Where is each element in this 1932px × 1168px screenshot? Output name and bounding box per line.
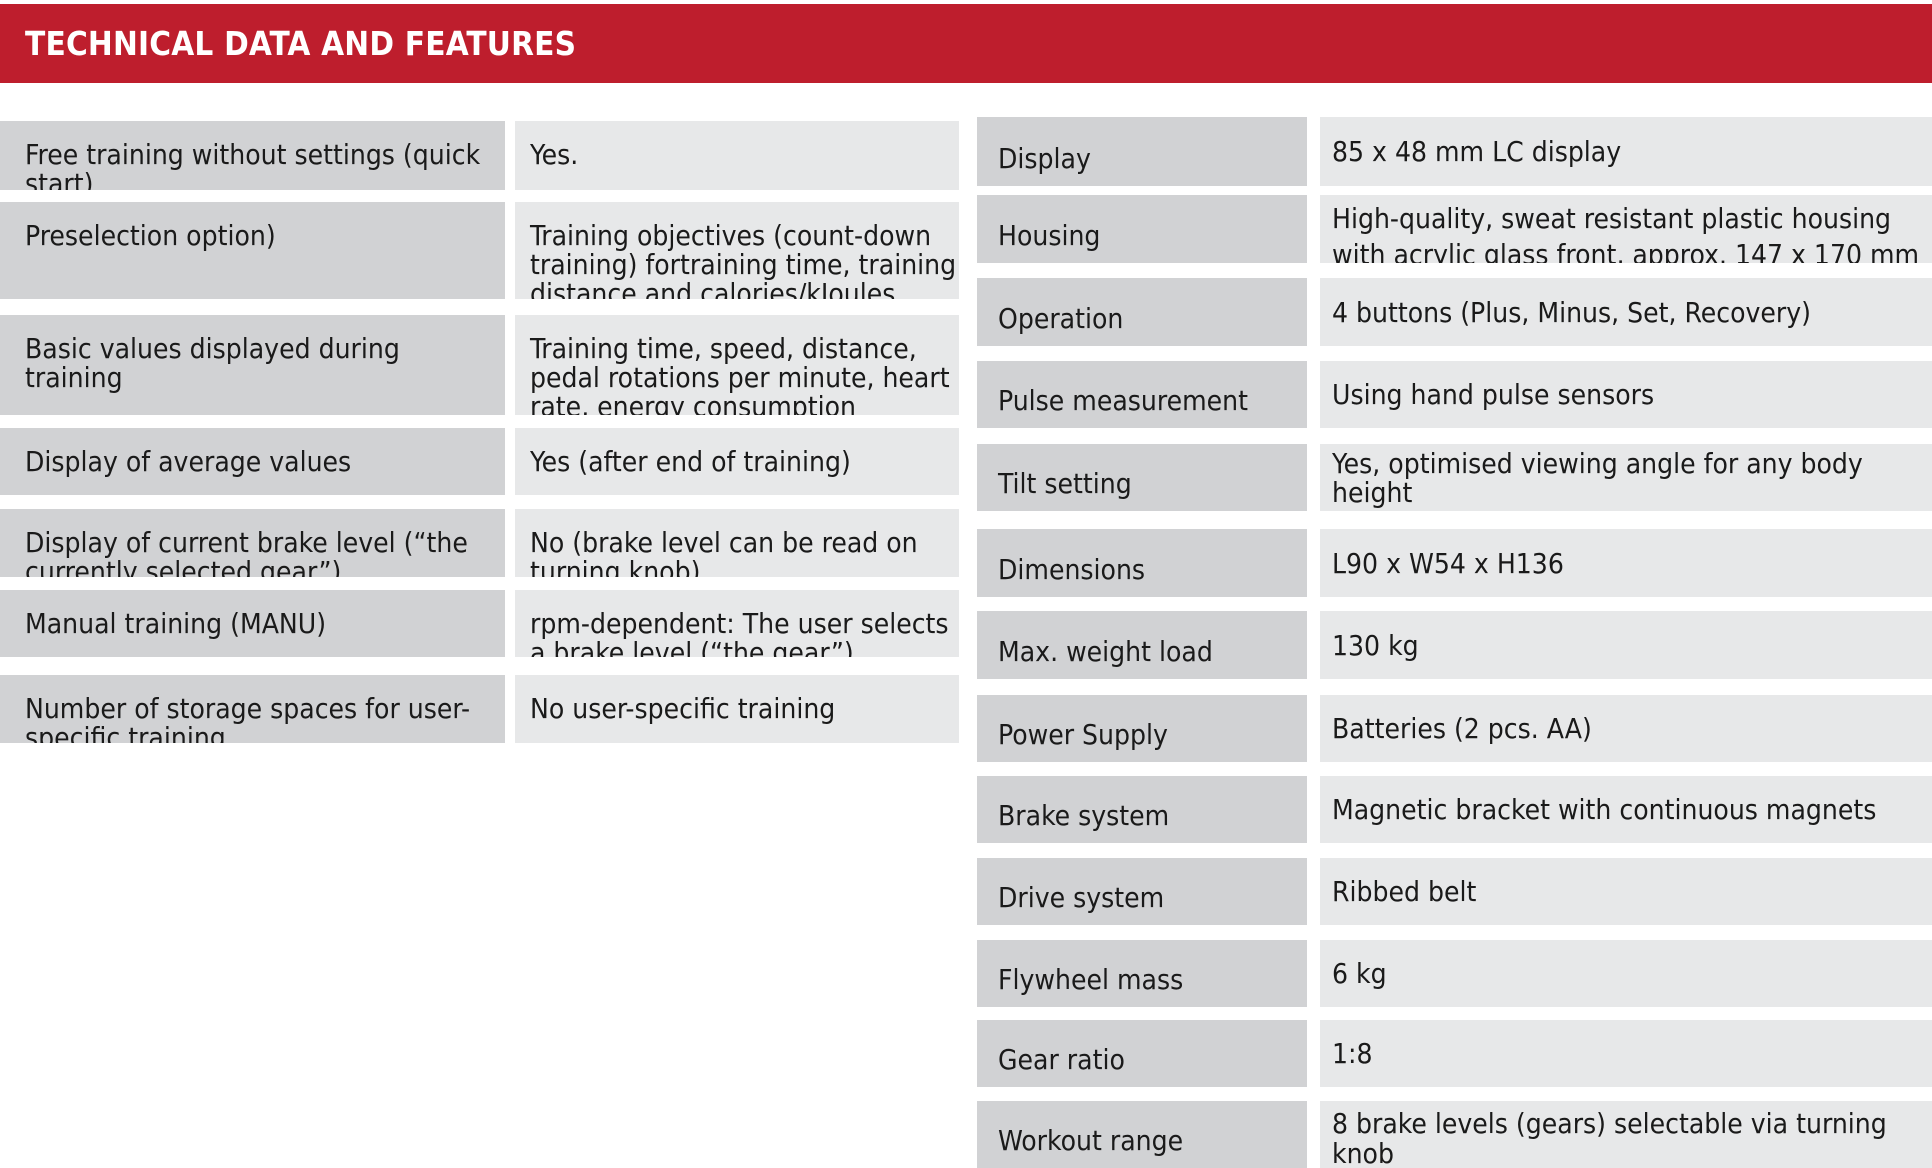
spec-label: Brake system [977, 776, 1307, 843]
spec-value-text: 85 x 48 mm LC display [1332, 135, 1622, 168]
spec-value-text: Ribbed belt [1332, 875, 1477, 908]
spec-label-text: Pulse measurement [998, 384, 1248, 417]
spec-value-text: L90 x W54 x H136 [1332, 546, 1564, 580]
spec-value: No (brake level can be read on turning k… [515, 509, 959, 577]
spec-value: Training objectives (count-down training… [515, 202, 959, 299]
spec-label-text: Tilt setting [998, 467, 1132, 500]
spec-label: Max. weight load [977, 611, 1307, 679]
spec-value-text: No user-specific training [530, 692, 836, 725]
spec-label: Pulse measurement [977, 361, 1307, 428]
spec-label-text: Display of average values [25, 445, 352, 478]
spec-value-text: Training time, speed, distance, pedal ro… [530, 332, 950, 415]
spec-label: Operation [977, 278, 1307, 346]
spec-label-text: Flywheel mass [998, 963, 1184, 996]
spec-label-text: Max. weight load [998, 635, 1213, 668]
spec-value: 4 buttons (Plus, Minus, Set, Recovery) [1320, 278, 1932, 346]
spec-value: rpm-dependent: The user selects a brake … [515, 590, 959, 657]
spec-label-text: Gear ratio [998, 1043, 1125, 1076]
spec-label-text: Power Supply [998, 718, 1168, 751]
spec-value-text: 8 brake levels (gears) selectable via tu… [1332, 1107, 1887, 1168]
spec-value: 8 brake levels (gears) selectable via tu… [1320, 1101, 1932, 1168]
section-title: TECHNICAL DATA AND FEATURES [25, 24, 577, 63]
spec-label: Flywheel mass [977, 940, 1307, 1007]
spec-label-text: Housing [998, 219, 1101, 252]
spec-label: Manual training (MANU) [0, 590, 505, 657]
spec-label: Free training without settings (quick st… [0, 121, 505, 190]
spec-value-text: Magnetic bracket with continuous magnets [1332, 793, 1877, 826]
spec-label-text: Free training without settings (quick st… [25, 138, 481, 190]
spec-label-text: Basic values displayed during training [25, 332, 400, 394]
spec-label: Power Supply [977, 695, 1307, 762]
spec-value: High-quality, sweat resistant plastic ho… [1320, 195, 1932, 263]
spec-label: Gear ratio [977, 1020, 1307, 1087]
spec-label: Workout range [977, 1101, 1307, 1168]
spec-value: Magnetic bracket with continuous magnets [1320, 776, 1932, 843]
spec-label: Number of storage spaces for user-specif… [0, 675, 505, 743]
spec-label-text: Manual training (MANU) [25, 607, 327, 640]
spec-label-text: Number of storage spaces for user-specif… [25, 692, 471, 743]
spec-label-text: Workout range [998, 1124, 1184, 1157]
spec-value: 85 x 48 mm LC display [1320, 117, 1932, 186]
spec-label: Tilt setting [977, 444, 1307, 511]
spec-value: Using hand pulse sensors [1320, 361, 1932, 428]
spec-value-text: 4 buttons (Plus, Minus, Set, Recovery) [1332, 295, 1811, 329]
spec-value: L90 x W54 x H136 [1320, 529, 1932, 597]
spec-value: 6 kg [1320, 940, 1932, 1007]
spec-value-text: Batteries (2 pcs. AA) [1332, 712, 1592, 745]
spec-value: 130 kg [1320, 611, 1932, 679]
spec-value-text: 1:8 [1332, 1037, 1373, 1070]
spec-label-text: Drive system [998, 881, 1165, 914]
spec-value: 1:8 [1320, 1020, 1932, 1087]
spec-label: Basic values displayed during training [0, 315, 505, 415]
spec-value-text: rpm-dependent: The user selects a brake … [530, 607, 949, 657]
spec-value-text: High-quality, sweat resistant plastic ho… [1332, 202, 1920, 263]
spec-value: Batteries (2 pcs. AA) [1320, 695, 1932, 762]
spec-label-text: Brake system [998, 799, 1170, 832]
spec-value-text: 130 kg [1332, 628, 1419, 662]
spec-label-text: Dimensions [998, 553, 1146, 586]
spec-label-text: Display [998, 142, 1091, 175]
spec-label: Display of average values [0, 428, 505, 495]
spec-value: Yes (after end of training) [515, 428, 959, 495]
spec-value: Ribbed belt [1320, 858, 1932, 925]
spec-label: Display of current brake level (“the cur… [0, 509, 505, 577]
spec-value: Training time, speed, distance, pedal ro… [515, 315, 959, 415]
spec-value: Yes. [515, 121, 959, 190]
spec-label: Housing [977, 195, 1307, 263]
spec-label: Preselection option) [0, 202, 505, 299]
spec-label: Dimensions [977, 529, 1307, 597]
spec-value: No user-specific training [515, 675, 959, 743]
section-header: TECHNICAL DATA AND FEATURES [0, 4, 1932, 83]
spec-label: Display [977, 117, 1307, 186]
spec-label-text: Operation [998, 302, 1124, 335]
spec-value-text: Training objectives (count-down training… [530, 219, 957, 299]
spec-value-text: Yes, optimised viewing angle for any bod… [1332, 446, 1863, 509]
spec-value-text: No (brake level can be read on turning k… [530, 526, 918, 577]
spec-value-text: 6 kg [1332, 957, 1387, 990]
spec-label-text: Preselection option) [25, 219, 276, 252]
spec-value: Yes, optimised viewing angle for any bod… [1320, 444, 1932, 511]
spec-value-text: Using hand pulse sensors [1332, 378, 1655, 411]
spec-label: Drive system [977, 858, 1307, 925]
spec-label-text: Display of current brake level (“the cur… [25, 526, 468, 577]
spec-value-text: Yes. [530, 138, 579, 171]
spec-value-text: Yes (after end of training) [530, 445, 851, 478]
